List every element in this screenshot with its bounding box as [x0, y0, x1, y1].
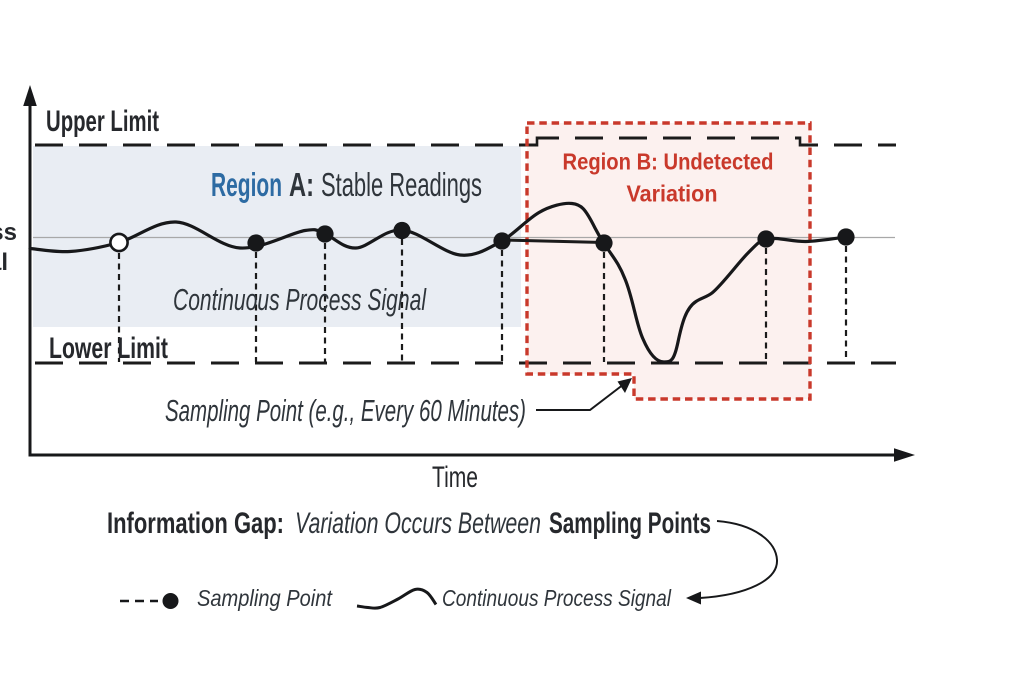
svg-text:Sampling Point: Sampling Point: [197, 585, 333, 611]
svg-text:Sampling Point (e.g., Every 60: Sampling Point (e.g., Every 60 Minutes): [165, 393, 526, 428]
svg-text:Upper Limit: Upper Limit: [46, 105, 159, 138]
svg-text:Variation Occurs Between: Variation Occurs Between: [295, 507, 541, 540]
svg-text:Stable Readings: Stable Readings: [321, 166, 482, 203]
svg-text:Signal: Signal: [0, 249, 8, 276]
svg-text:Process: Process: [0, 219, 17, 246]
svg-text:Continuous Process Signal: Continuous Process Signal: [173, 282, 427, 317]
svg-text:Region: Region: [211, 166, 282, 203]
svg-text:Continuous Process Signal: Continuous Process Signal: [442, 585, 672, 611]
svg-text:Region B: Undetected: Region B: Undetected: [563, 149, 774, 175]
svg-text:A:: A:: [289, 166, 314, 203]
svg-text:Variation: Variation: [627, 181, 718, 207]
svg-text:Time: Time: [432, 461, 478, 494]
svg-text:Lower Limit: Lower Limit: [49, 332, 168, 365]
svg-text:Sampling Points: Sampling Points: [549, 507, 711, 540]
svg-text:Information Gap:: Information Gap:: [107, 507, 284, 540]
